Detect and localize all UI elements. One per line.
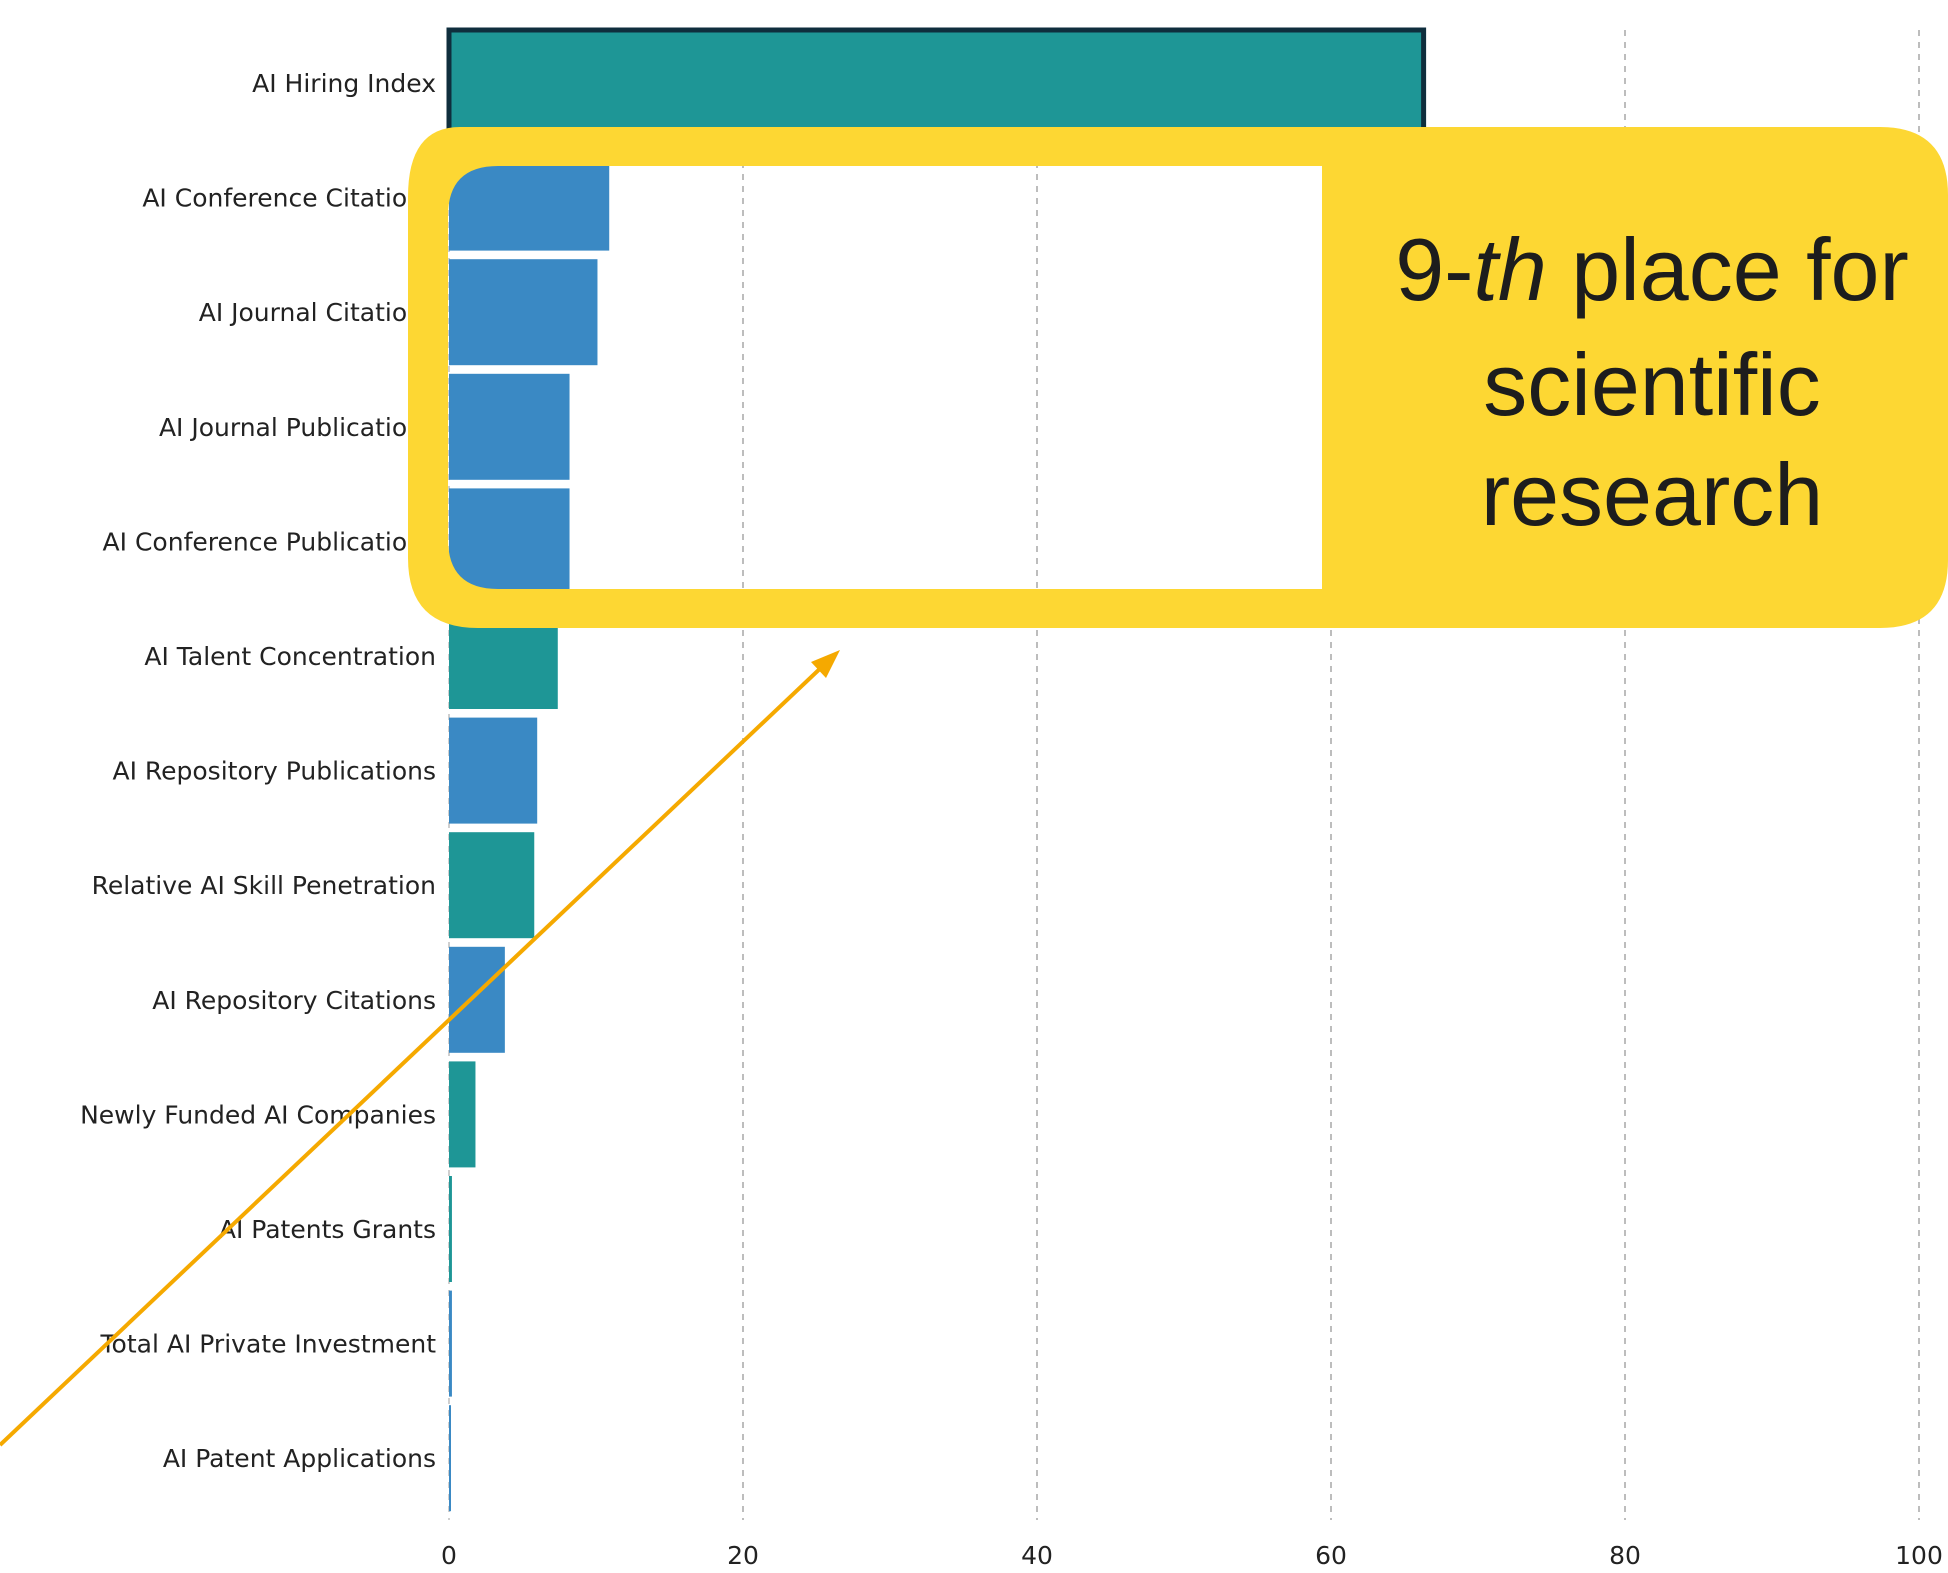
arrow-line: [0, 661, 828, 1447]
category-label: AI Talent Concentration: [144, 642, 436, 671]
callout-line-2: scientific: [1483, 335, 1820, 434]
bar: [449, 1405, 451, 1512]
category-label: AI Hiring Index: [252, 69, 436, 98]
category-label: AI Repository Citations: [152, 986, 436, 1015]
x-tick-label: 20: [727, 1541, 759, 1570]
bar: [449, 259, 598, 366]
bar: [449, 1290, 452, 1397]
category-label: Total AI Private Investment: [100, 1330, 437, 1359]
category-label: AI Conference Publications: [103, 527, 436, 556]
bar: [449, 946, 505, 1053]
x-tick-label: 40: [1021, 1541, 1053, 1570]
bars: [446, 27, 1427, 1512]
category-label: AI Patents Grants: [219, 1215, 436, 1244]
category-label: AI Patent Applications: [163, 1444, 436, 1473]
x-tick-label: 100: [1895, 1541, 1943, 1570]
x-axis-ticks: 0 20 40 60 80 100: [441, 1541, 1943, 1570]
arrow: [0, 650, 840, 1447]
bar: [449, 1061, 476, 1168]
callout-line-1: 9-th place for: [1395, 220, 1909, 319]
x-tick-label: 60: [1315, 1541, 1347, 1570]
category-label: Relative AI Skill Penetration: [92, 871, 436, 900]
callout-box: [408, 127, 1948, 628]
callout-line-3: research: [1481, 445, 1823, 544]
category-label: AI Repository Publications: [112, 757, 436, 786]
x-tick-label: 0: [441, 1541, 457, 1570]
bar: [449, 717, 538, 824]
bar: [449, 1176, 452, 1282]
category-label: Newly Funded AI Companies: [80, 1100, 436, 1129]
arrow-head: [811, 650, 840, 678]
bar: [446, 27, 1427, 139]
category-label: AI Journal Publications: [159, 413, 436, 442]
bar: [449, 373, 570, 480]
category-labels: AI Hiring Index AI Conference Citations AI…: [80, 69, 436, 1473]
category-label: AI Conference Citations: [142, 184, 436, 213]
callout: 9-th place for scientific research: [408, 127, 1948, 628]
bar: [449, 832, 535, 939]
x-tick-label: 80: [1609, 1541, 1641, 1570]
bar: [449, 488, 570, 595]
category-label: AI Journal Citations: [199, 298, 436, 327]
